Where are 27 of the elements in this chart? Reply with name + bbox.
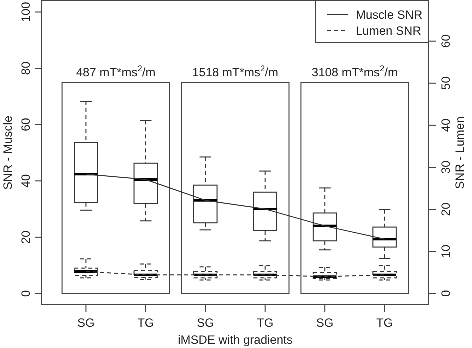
x-tick-label: TG <box>257 316 274 330</box>
x-tick-label: TG <box>138 316 154 330</box>
y2-axis-title: SNR - Lumen <box>453 116 467 190</box>
x-tick-label: SG <box>78 316 95 330</box>
y2-tick-label: 30 <box>439 160 453 174</box>
legend-label: Lumen SNR <box>356 24 422 38</box>
y2-tick-label: 10 <box>439 244 453 258</box>
y2-tick-label: 40 <box>439 118 453 132</box>
y-tick-label: 100 <box>19 2 33 22</box>
legend-label: Muscle SNR <box>356 8 424 22</box>
y-tick-label: 0 <box>19 290 33 298</box>
y2-tick-label: 50 <box>439 76 453 90</box>
y-axis-title: SNR - Muscle <box>1 116 15 190</box>
x-tick-label: TG <box>376 316 394 330</box>
annotation: 3108 mT*ms$^{2}$/m <box>312 64 398 80</box>
y2-tick-label: 60 <box>439 34 453 48</box>
y-tick-label: 60 <box>19 118 33 132</box>
x-tick-label: SG <box>316 316 334 330</box>
y-tick-label: 20 <box>19 230 33 244</box>
x-tick-label: SG <box>196 316 214 330</box>
annotation: 487 mT*ms$^{2}$/m <box>76 64 156 80</box>
annotation: 1518 mT*ms$^{2}$/m <box>192 64 279 80</box>
x-axis-title: iMSDE with gradients <box>178 333 293 347</box>
y-tick-label: 40 <box>19 174 33 188</box>
y2-tick-label: 0 <box>439 290 453 297</box>
y-tick-label: 80 <box>19 62 33 76</box>
y2-tick-label: 20 <box>439 202 453 216</box>
